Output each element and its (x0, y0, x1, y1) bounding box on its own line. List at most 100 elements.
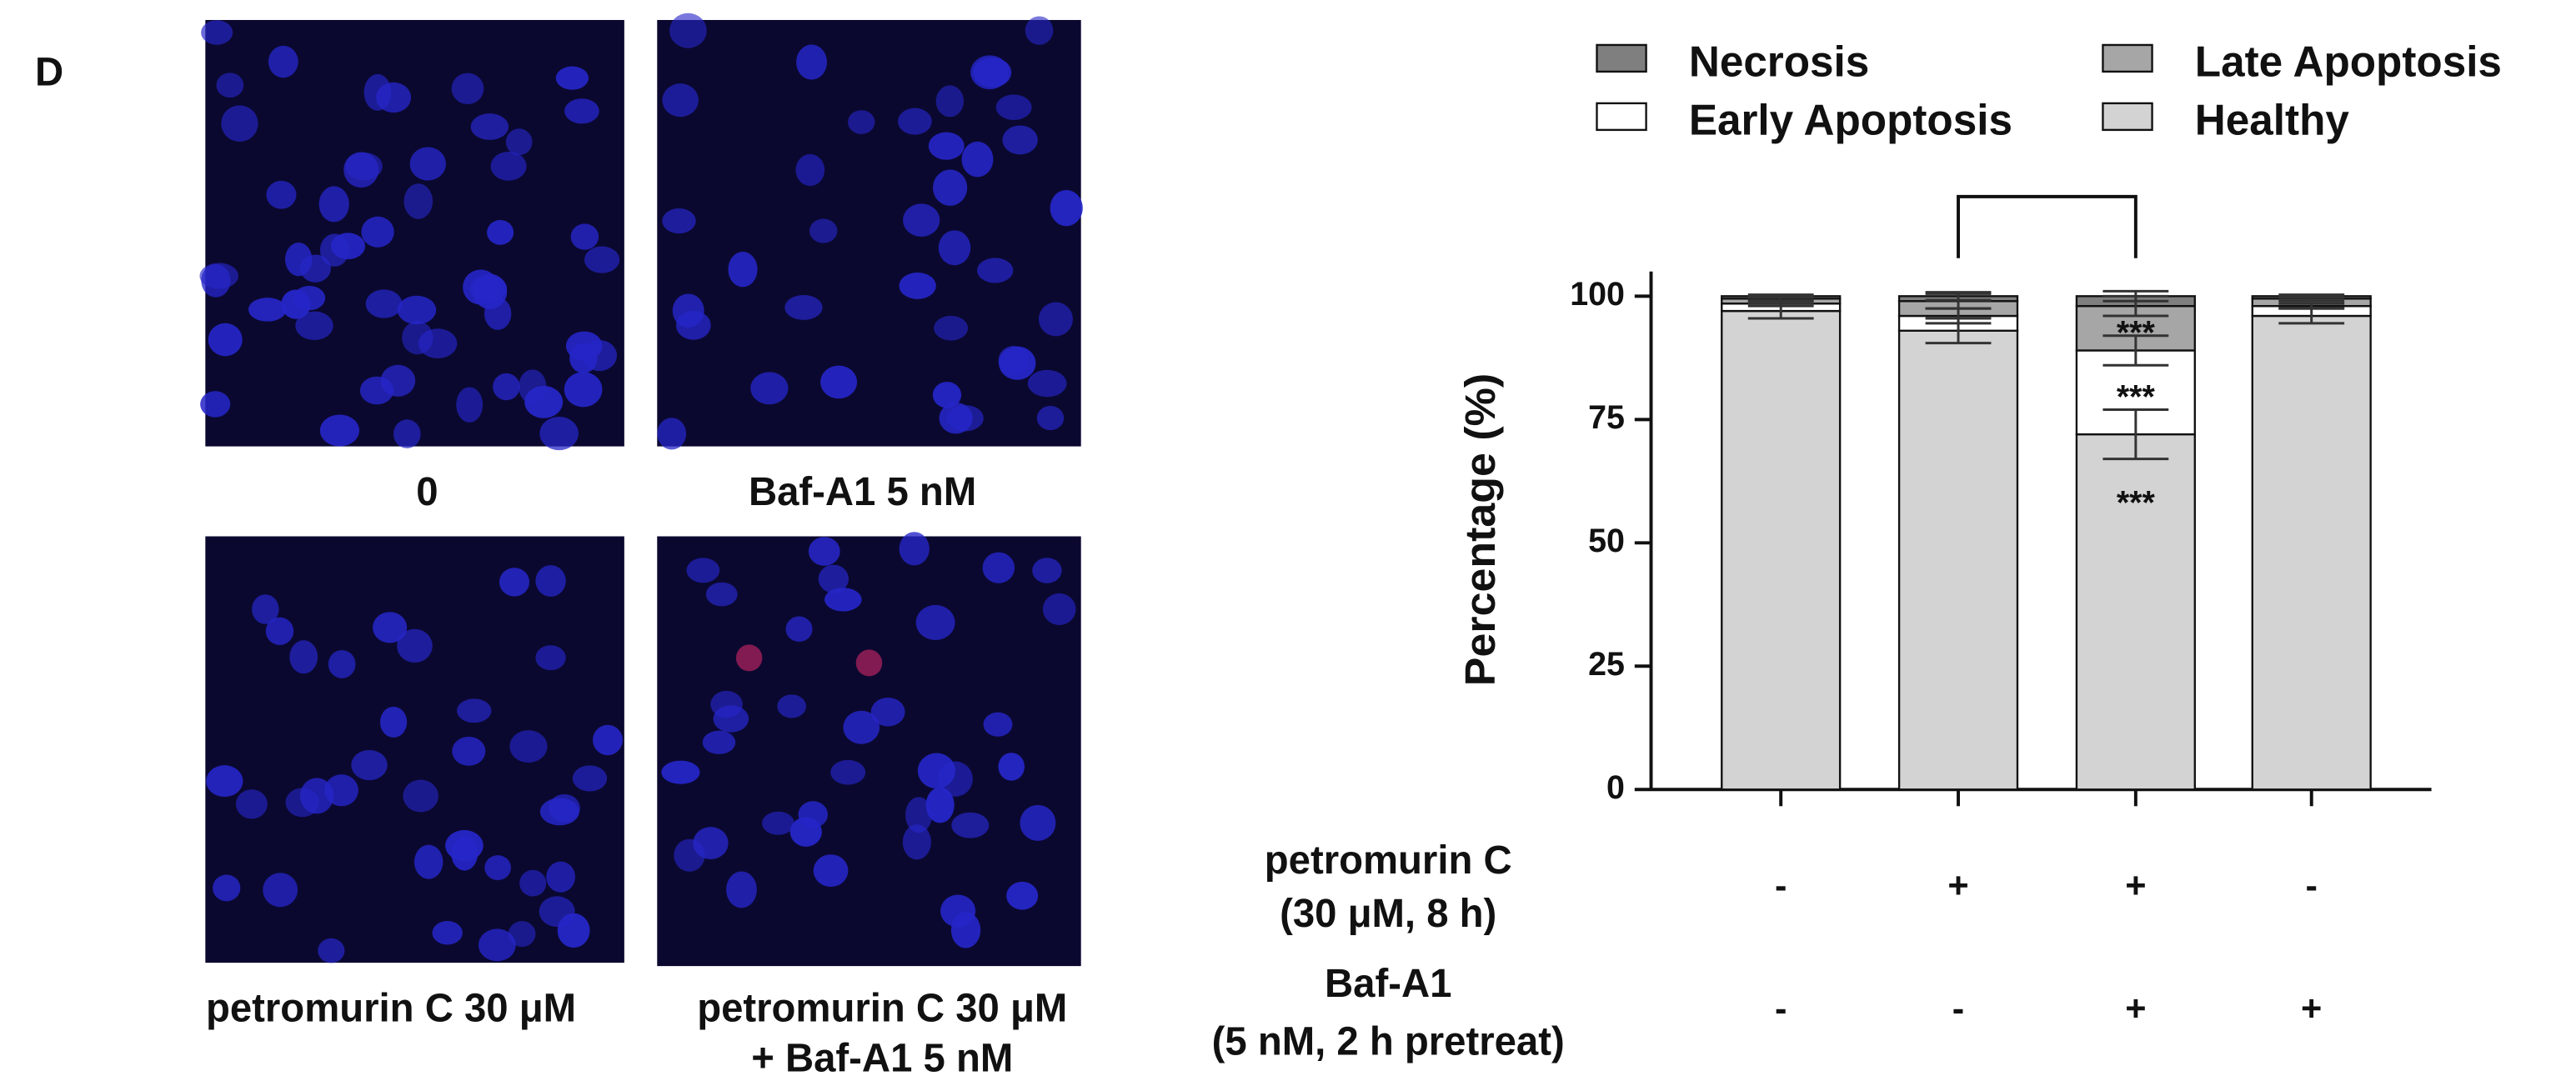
nucleus (546, 861, 576, 893)
nucleus (199, 263, 238, 289)
image-label: Baf-A1 5 nM (749, 470, 976, 514)
nucleus (675, 310, 711, 340)
nucleus (557, 913, 590, 948)
nucleus-red (735, 644, 763, 672)
nucleus (728, 252, 758, 288)
bar-segment (1897, 329, 2019, 791)
nucleus (762, 811, 794, 835)
nucleus (555, 66, 589, 90)
y-tick-label: 50 (1588, 523, 1625, 559)
nucleus (343, 152, 379, 188)
nucleus (493, 373, 520, 401)
nucleus (843, 710, 880, 744)
nucleus (951, 812, 990, 838)
nucleus (393, 419, 421, 448)
nucleus (524, 385, 564, 418)
panel-label: D (35, 50, 63, 94)
treatment-sign: - (2306, 865, 2318, 906)
nucleus (452, 736, 486, 766)
nucleus (999, 346, 1036, 380)
nucleus (564, 98, 599, 124)
nucleus (376, 82, 412, 113)
nucleus (451, 73, 484, 105)
nucleus-red (855, 649, 883, 677)
nucleus (1006, 881, 1039, 910)
nucleus (213, 874, 241, 902)
nucleus (813, 854, 849, 888)
nucleus (983, 712, 1013, 737)
nucleus (490, 151, 527, 181)
treatment-sign: + (1947, 865, 1968, 906)
nucleus (318, 938, 345, 963)
significance-label: *** (2117, 314, 2156, 351)
nucleus (795, 153, 825, 187)
nucleus (657, 418, 687, 450)
treatment-label: petromurin C (1265, 838, 1512, 883)
nucleus (899, 273, 936, 299)
nucleus (848, 110, 875, 134)
nucleus (1038, 302, 1073, 337)
nucleus (351, 749, 388, 781)
nucleus (402, 321, 434, 355)
treatment-sign: - (1952, 988, 1964, 1028)
nucleus (208, 323, 243, 357)
nucleus (484, 855, 511, 880)
nucleus (318, 186, 349, 223)
nucleus (582, 339, 618, 372)
nucleus (248, 298, 287, 322)
nucleus (973, 58, 1012, 88)
micrograph (657, 19, 1081, 447)
treatment-label: (30 μM, 8 h) (1280, 892, 1496, 936)
treatment-label: Baf-A1 (1325, 961, 1451, 1005)
nucleus (539, 416, 579, 451)
nucleus (870, 697, 905, 727)
nucleus (1025, 16, 1054, 45)
nucleus (726, 871, 757, 908)
nucleus (505, 128, 533, 156)
image-label: + Baf-A1 5 nM (751, 1036, 1013, 1080)
nucleus (361, 216, 394, 248)
nucleus (777, 694, 806, 718)
nucleus (917, 753, 955, 789)
nucleus (961, 141, 994, 178)
nucleus (451, 836, 479, 871)
nucleus (201, 20, 233, 45)
nucleus (456, 387, 484, 423)
nucleus (285, 788, 319, 818)
nucleus (669, 13, 707, 48)
nucleus (432, 921, 463, 945)
nucleus (796, 44, 827, 80)
bar-segment (1721, 309, 1842, 791)
error-bar (2102, 334, 2169, 367)
nucleus (235, 789, 268, 819)
nucleus (925, 787, 955, 823)
legend-swatch (1596, 102, 1647, 132)
nucleus (898, 108, 932, 135)
nucleus (1042, 593, 1076, 625)
nucleus (365, 289, 403, 318)
nucleus (463, 269, 499, 305)
nucleus (200, 391, 231, 418)
y-tick-label: 25 (1588, 646, 1625, 683)
nucleus (998, 753, 1025, 781)
nucleus (950, 912, 981, 948)
nucleus (584, 246, 620, 273)
y-tick-label: 0 (1606, 769, 1625, 806)
nucleus (564, 372, 603, 408)
error-bar (1747, 293, 1814, 299)
nucleus (899, 532, 930, 566)
nucleus (902, 824, 931, 860)
nucleus (784, 295, 823, 320)
image-label: 0 (416, 470, 438, 514)
nucleus (710, 690, 743, 718)
nucleus (818, 564, 849, 593)
nucleus (221, 105, 258, 142)
nucleus (938, 230, 971, 266)
nucleus (319, 414, 360, 447)
nucleus (830, 759, 866, 785)
nucleus (976, 258, 1014, 283)
error-bar (2278, 293, 2345, 299)
nucleus (206, 765, 243, 798)
nucleus (373, 612, 408, 643)
